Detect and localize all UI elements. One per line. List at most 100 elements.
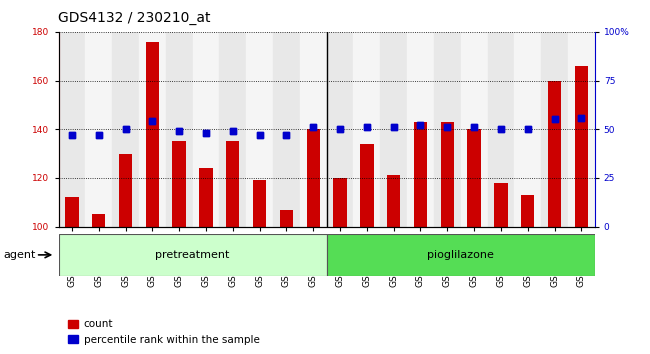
Bar (112, 32, 139, 227)
Bar (200, 168, 213, 227)
Bar (333, 178, 346, 227)
Bar (548, 81, 561, 227)
Bar (521, 195, 534, 227)
Bar (246, 32, 273, 227)
Bar (119, 154, 132, 227)
Point (281, 132, 292, 138)
Point (389, 125, 399, 130)
Text: GDS4132 / 230210_at: GDS4132 / 230210_at (58, 11, 211, 25)
Text: pretreatment: pretreatment (155, 250, 229, 260)
Bar (441, 122, 454, 227)
FancyBboxPatch shape (326, 234, 595, 276)
Point (94, 132, 104, 138)
Point (201, 130, 211, 136)
Bar (514, 32, 541, 227)
Bar (226, 141, 239, 227)
Bar (146, 42, 159, 227)
Bar (172, 141, 186, 227)
Bar (220, 32, 246, 227)
Text: agent: agent (3, 250, 36, 260)
Point (523, 126, 533, 132)
Legend: count, percentile rank within the sample: count, percentile rank within the sample (64, 315, 263, 349)
Bar (333, 178, 346, 227)
Bar (253, 180, 266, 227)
Point (469, 125, 479, 130)
Bar (92, 215, 105, 227)
Bar (172, 141, 186, 227)
Point (442, 125, 452, 130)
Bar (488, 32, 514, 227)
Point (415, 122, 426, 128)
Bar (200, 168, 213, 227)
Bar (273, 32, 300, 227)
Bar (541, 32, 568, 227)
Bar (307, 129, 320, 227)
Point (174, 129, 185, 134)
Point (549, 117, 560, 122)
Bar (387, 176, 400, 227)
Bar (434, 32, 461, 227)
Bar (226, 141, 239, 227)
Point (308, 125, 318, 130)
Point (576, 115, 586, 120)
Point (201, 130, 211, 136)
Bar (280, 210, 293, 227)
Text: pioglilazone: pioglilazone (427, 250, 494, 260)
Bar (166, 32, 192, 227)
Point (549, 117, 560, 122)
Bar (139, 32, 166, 227)
FancyBboxPatch shape (58, 234, 326, 276)
Bar (387, 176, 400, 227)
Point (335, 126, 345, 132)
Bar (441, 122, 454, 227)
Bar (300, 32, 326, 227)
Bar (119, 154, 132, 227)
Bar (467, 129, 481, 227)
Point (496, 126, 506, 132)
Bar (280, 210, 293, 227)
Bar (461, 32, 488, 227)
Bar (494, 183, 508, 227)
Point (523, 126, 533, 132)
Point (496, 126, 506, 132)
Bar (568, 32, 595, 227)
Bar (92, 215, 105, 227)
Bar (58, 32, 85, 227)
Point (576, 115, 586, 120)
Bar (575, 66, 588, 227)
Point (147, 119, 157, 124)
Bar (65, 198, 79, 227)
Bar (192, 32, 220, 227)
Point (254, 132, 265, 138)
Bar (380, 32, 407, 227)
Point (469, 125, 479, 130)
Bar (65, 198, 79, 227)
Point (227, 129, 238, 134)
Point (67, 132, 77, 138)
Bar (360, 144, 374, 227)
Bar (414, 122, 427, 227)
Point (227, 129, 238, 134)
Bar (360, 144, 374, 227)
Bar (85, 32, 112, 227)
Point (120, 126, 131, 132)
Point (94, 132, 104, 138)
Bar (307, 129, 320, 227)
Bar (414, 122, 427, 227)
Bar (575, 66, 588, 227)
Point (174, 129, 185, 134)
Bar (494, 183, 508, 227)
Point (67, 132, 77, 138)
Bar (146, 42, 159, 227)
Bar (548, 81, 561, 227)
Point (120, 126, 131, 132)
Point (361, 125, 372, 130)
Point (281, 132, 292, 138)
Bar (253, 180, 266, 227)
Point (389, 125, 399, 130)
Point (442, 125, 452, 130)
Point (308, 125, 318, 130)
Bar (326, 32, 354, 227)
Point (254, 132, 265, 138)
Point (335, 126, 345, 132)
